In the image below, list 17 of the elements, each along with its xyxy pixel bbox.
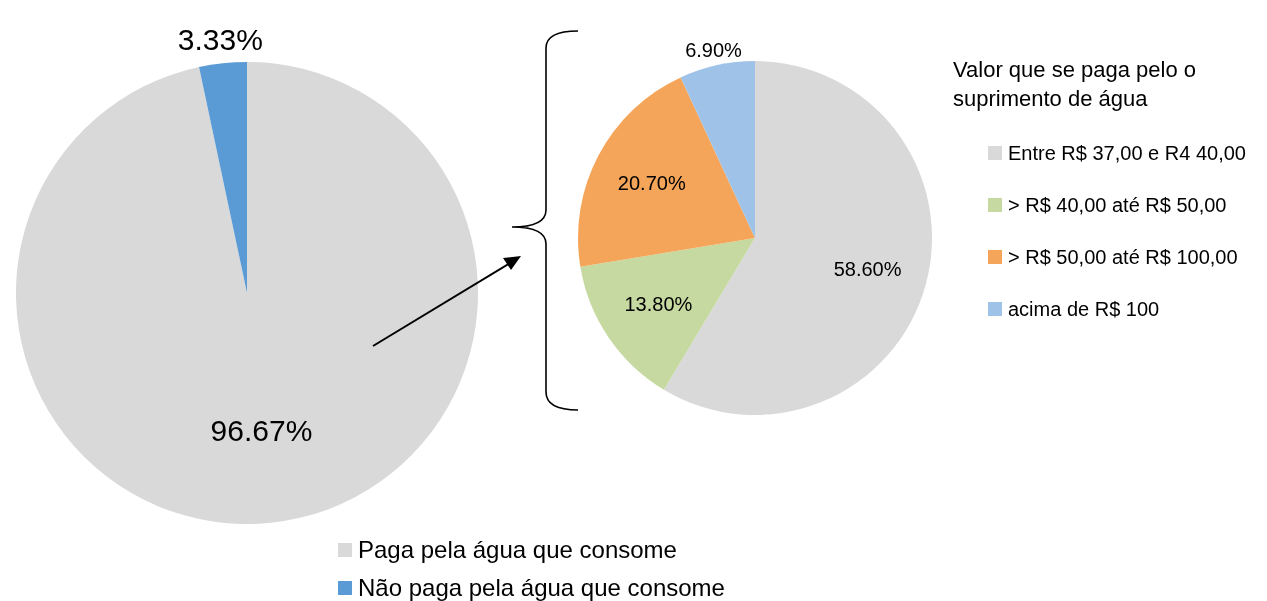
data-label: 3.33% [177,22,263,56]
data-label: 96.67% [210,414,313,448]
legend-label: acima de R$ 100 [1008,297,1160,321]
legend-label: Entre R$ 37,00 e R4 40,00 [1008,141,1246,165]
pie-slice [578,77,755,267]
legend-label: Paga pela água que consome [358,536,677,564]
pie-slice [16,62,478,524]
data-label: 13.80% [624,292,693,315]
legend-label: > R$ 40,00 até R$ 50,00 [1008,193,1227,217]
legend-title: Valor que se paga pelo o suprimento de água [953,56,1197,113]
legend-label: > R$ 50,00 até R$ 100,00 [1008,245,1238,269]
data-label: 20.70% [617,172,686,195]
pie-slice [580,238,755,390]
legend-label: Não paga pela água que consome [358,574,725,601]
data-label: 6.90% [685,38,743,61]
data-label: 58.60% [833,258,902,281]
pie-slice [199,62,247,293]
